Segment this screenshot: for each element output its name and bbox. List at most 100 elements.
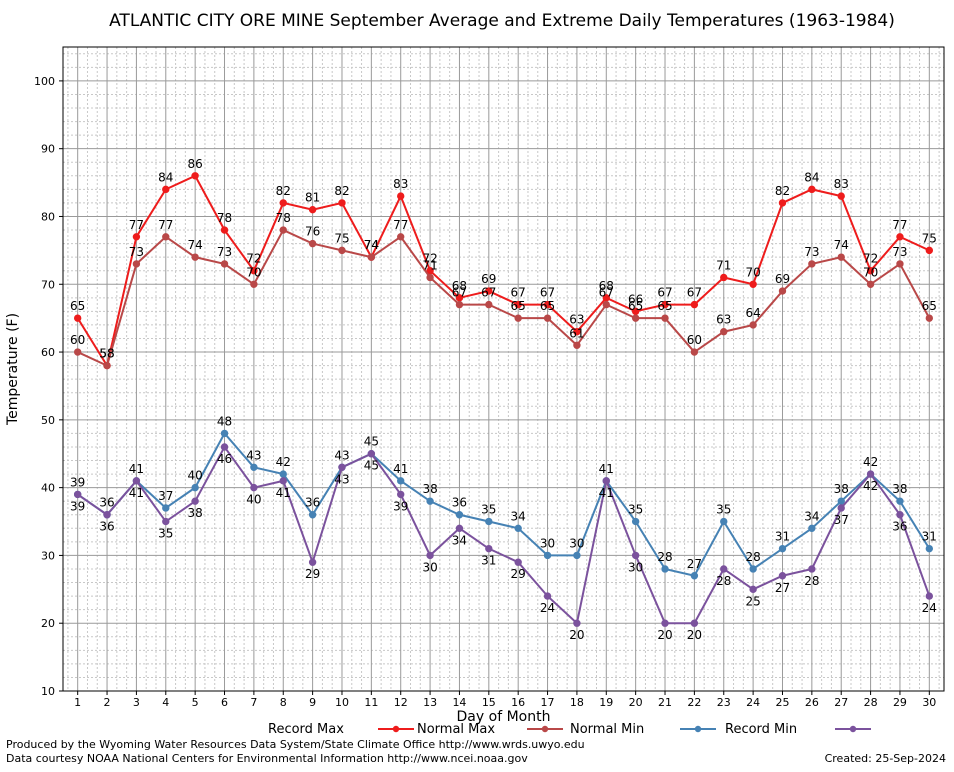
data-label-record-min: 36 (99, 520, 114, 534)
data-point-normal-min (162, 504, 170, 512)
data-label-normal-min: 45 (364, 435, 379, 449)
data-label-normal-max: 63 (716, 313, 731, 327)
data-label-normal-max: 67 (599, 286, 614, 300)
data-label-normal-min: 35 (716, 503, 731, 517)
x-tick-label: 13 (423, 696, 437, 709)
x-tick-label: 24 (746, 696, 760, 709)
data-point-normal-max (485, 300, 493, 309)
data-label-normal-max: 77 (158, 218, 173, 232)
data-label-normal-max: 76 (305, 225, 320, 239)
legend-item-normal-min: Normal Min (570, 722, 716, 737)
y-tick-label: 10 (41, 685, 55, 698)
data-point-normal-min (397, 477, 405, 485)
x-tick-label: 2 (104, 696, 111, 709)
data-label-normal-max: 65 (628, 299, 643, 313)
data-point-normal-max (573, 341, 581, 349)
data-label-record-max: 83 (393, 177, 408, 191)
data-point-normal-min (514, 524, 522, 533)
x-tick-label: 3 (133, 696, 140, 709)
data-label-record-max: 65 (70, 299, 85, 313)
data-label-normal-min: 30 (540, 536, 555, 550)
data-point-normal-max (808, 260, 816, 268)
data-label-record-min: 20 (569, 628, 584, 642)
x-tick-label: 26 (805, 696, 819, 709)
data-label-record-min: 35 (158, 527, 173, 541)
data-point-record-min (631, 551, 640, 560)
data-label-normal-min: 34 (511, 509, 526, 523)
x-tick-label: 17 (541, 696, 555, 709)
legend-item-normal-max: Normal Max (417, 722, 563, 737)
data-point-normal-max (720, 328, 728, 336)
data-point-normal-min (925, 544, 934, 553)
data-point-record-max (220, 226, 229, 234)
data-label-record-min: 39 (393, 499, 408, 513)
data-label-normal-max: 71 (422, 258, 437, 272)
y-axis-label: Temperature (F) (5, 313, 21, 426)
legend: Record Max Normal Max Normal Min Record Min (268, 722, 871, 737)
data-label-normal-max: 67 (481, 286, 496, 300)
data-label-normal-min: 41 (129, 462, 144, 476)
data-label-record-max: 69 (481, 272, 496, 286)
data-label-record-max: 72 (863, 252, 878, 266)
x-tick-label: 30 (922, 696, 936, 709)
x-tick-label: 11 (364, 696, 378, 709)
y-tick-label: 100 (34, 75, 55, 88)
legend-label-normal-min: Normal Min (570, 722, 644, 737)
data-point-record-max (397, 192, 405, 200)
data-label-normal-max: 65 (657, 299, 672, 313)
data-label-record-min: 29 (511, 567, 526, 581)
data-point-normal-min (690, 572, 699, 580)
x-axis-label: Day of Month (457, 709, 551, 725)
data-point-normal-max (367, 253, 376, 261)
data-label-record-max: 63 (569, 313, 584, 327)
data-label-normal-min: 35 (481, 503, 496, 517)
data-point-normal-max (162, 233, 170, 241)
data-label-normal-min: 28 (745, 550, 760, 564)
data-label-record-min: 34 (452, 533, 467, 547)
data-point-record-min (191, 497, 199, 505)
data-label-record-max: 82 (276, 184, 291, 198)
data-label-normal-min: 35 (628, 503, 643, 517)
legend-label-normal-max: Normal Max (417, 722, 495, 737)
legend-marker-record-max (392, 725, 400, 733)
data-label-record-max: 82 (334, 184, 349, 198)
data-point-normal-max (749, 321, 757, 329)
data-label-normal-min: 42 (276, 455, 291, 469)
data-point-record-min (338, 463, 346, 471)
data-label-normal-min: 36 (305, 496, 320, 510)
series-line-record-min (77, 445, 931, 626)
data-label-normal-max: 70 (246, 265, 261, 279)
legend-label-record-min: Record Min (725, 722, 797, 737)
data-point-normal-max (514, 314, 522, 322)
data-label-record-max: 75 (922, 231, 937, 245)
data-point-normal-min (485, 517, 493, 526)
data-point-record-max (338, 199, 346, 207)
x-tick-label: 12 (394, 696, 408, 709)
data-label-record-min: 20 (687, 628, 702, 642)
data-label-normal-max: 61 (569, 326, 584, 340)
data-label-normal-min: 37 (158, 489, 173, 503)
data-label-record-max: 72 (422, 252, 437, 266)
data-label-record-max: 78 (217, 211, 232, 225)
data-label-normal-max: 65 (511, 299, 526, 313)
data-label-normal-min: 48 (217, 414, 232, 428)
data-label-normal-min: 38 (834, 482, 849, 496)
data-courtesy-credit: Data courtesy NOAA National Centers for … (6, 752, 528, 765)
data-label-normal-max: 60 (687, 333, 702, 347)
data-point-record-min (367, 450, 376, 458)
data-label-record-min: 31 (481, 554, 496, 568)
series-line-normal-min (77, 431, 931, 577)
data-label-record-min: 46 (217, 452, 232, 466)
y-tick-label: 50 (41, 414, 55, 427)
plot-area (63, 47, 944, 691)
data-point-normal-max (455, 300, 464, 309)
data-label-normal-max: 73 (892, 245, 907, 259)
data-point-record-min (808, 565, 816, 573)
data-point-record-min (749, 585, 757, 594)
data-label-normal-max: 78 (276, 211, 291, 225)
data-point-normal-max (397, 233, 405, 241)
data-label-normal-min: 34 (804, 509, 819, 523)
data-point-normal-max (543, 314, 552, 322)
